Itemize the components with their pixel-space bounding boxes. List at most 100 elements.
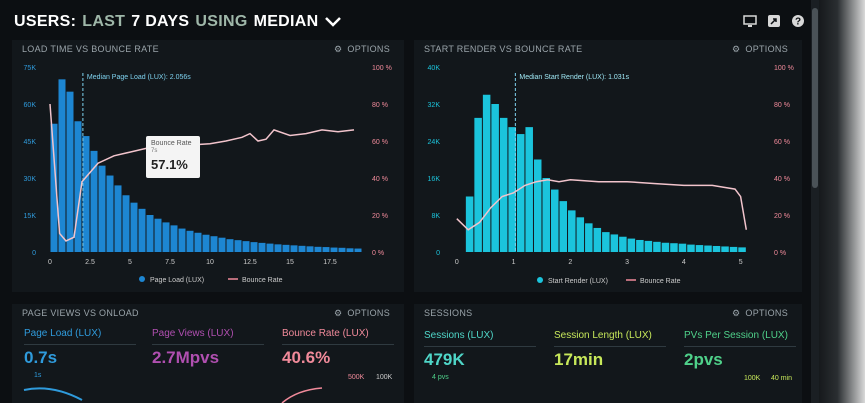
x-tick-label: 7.5: [165, 259, 175, 266]
scrollbar-track[interactable]: [811, 0, 819, 403]
y-tick-label: 32K: [428, 102, 441, 109]
y2-tick-label: 80 %: [372, 102, 388, 109]
x-tick-label: 12.5: [243, 259, 257, 266]
bar: [338, 247, 346, 252]
y-tick-label: 60K: [24, 102, 37, 109]
y-tick-label: 16K: [428, 176, 441, 183]
stat-value-pvs-per-session: 2pvs: [684, 350, 723, 369]
bar: [576, 217, 585, 252]
y2-tick-label: 40 %: [774, 176, 790, 183]
bar: [636, 239, 644, 252]
x-tick-label: 3: [625, 259, 629, 266]
panel-title: LOAD TIME VS BOUNCE RATE: [22, 44, 159, 54]
header-metric-select[interactable]: MEDIAN: [253, 13, 319, 30]
bar: [499, 117, 508, 252]
mini-sparkline: [23, 387, 323, 403]
bar: [154, 218, 162, 252]
bar: [593, 227, 602, 252]
bar: [465, 196, 474, 252]
header-range-select[interactable]: 7 DAYS: [131, 13, 190, 30]
stat-value-sessions: 479K: [424, 350, 465, 369]
options-label: OPTIONS: [347, 44, 390, 54]
bar: [704, 245, 712, 252]
x-tick-label: 15: [286, 259, 294, 266]
page-header: USERS: LAST 7 DAYS USING MEDIAN: [14, 10, 342, 34]
x-tick-label: 2.5: [85, 259, 95, 266]
bar: [106, 175, 114, 252]
bar: [610, 234, 619, 252]
bar: [258, 242, 266, 252]
y2-tick-label: 20 %: [774, 213, 790, 220]
bar: [74, 121, 82, 253]
mini-axis-label: 100K: [376, 374, 393, 381]
y2-tick-label: 20 %: [372, 213, 388, 220]
bar: [627, 238, 636, 252]
y2-tick-label: 100 %: [372, 65, 392, 72]
bar: [508, 127, 516, 252]
bar: [58, 79, 66, 252]
options-button[interactable]: ⚙ OPTIONS: [334, 44, 390, 55]
bar: [568, 210, 576, 252]
bar: [322, 247, 330, 252]
divider: [554, 346, 666, 347]
bar: [585, 223, 593, 252]
divider: [152, 344, 264, 345]
y2-tick-label: 40 %: [372, 176, 388, 183]
x-tick-label: 5: [739, 259, 743, 266]
x-tick-label: 17.5: [323, 259, 337, 266]
bar: [242, 241, 250, 252]
median-label: Median Start Render (LUX): 1.031s: [519, 74, 629, 81]
stat-label-sessions: Sessions (LUX): [424, 330, 494, 341]
monitor-icon[interactable]: [743, 14, 757, 28]
stat-label-pvs-per-session: PVs Per Session (LUX): [684, 330, 788, 341]
header-title-last: LAST: [82, 13, 126, 30]
stat-value-page-load: 0.7s: [24, 348, 58, 367]
bar: [602, 232, 610, 252]
legend-label: Bounce Rate: [242, 277, 283, 284]
options-label: OPTIONS: [347, 308, 390, 318]
y2-tick-label: 0 %: [372, 250, 384, 257]
bar: [346, 248, 354, 252]
load-time-panel: LOAD TIME VS BOUNCE RATE ⚙ OPTIONS 0 15K 30…: [12, 40, 404, 292]
y2-tick-label: 100 %: [774, 65, 794, 72]
bar: [354, 248, 362, 252]
y-tick-label: 30K: [24, 176, 37, 183]
bar: [266, 243, 274, 252]
share-icon[interactable]: [767, 14, 781, 28]
options-button[interactable]: ⚙ OPTIONS: [732, 308, 788, 319]
panel-title: PAGE VIEWS VS ONLOAD: [22, 308, 139, 318]
options-label: OPTIONS: [745, 44, 788, 54]
bar: [738, 247, 746, 252]
bounce-rate-line: [456, 179, 748, 231]
options-button[interactable]: ⚙ OPTIONS: [334, 308, 390, 319]
bounce-rate-tooltip: Bounce Rate 7s 57.1%: [146, 136, 200, 178]
stat-value-bounce-rate: 40.6%: [282, 348, 331, 367]
y2-tick-label: 60 %: [372, 139, 388, 146]
bar: [146, 215, 154, 252]
y2-tick-label: 80 %: [774, 102, 790, 109]
options-button[interactable]: ⚙ OPTIONS: [732, 44, 788, 55]
x-tick-label: 1: [512, 259, 516, 266]
stat-label-page-load: Page Load (LUX): [24, 328, 102, 339]
bar: [482, 94, 491, 252]
bar: [274, 244, 282, 252]
help-icon[interactable]: ?: [791, 14, 805, 28]
svg-text:?: ?: [795, 17, 801, 28]
legend-label: Bounce Rate: [640, 278, 681, 285]
bar: [559, 201, 568, 252]
divider: [24, 344, 136, 345]
scrollbar-thumb[interactable]: [812, 8, 818, 188]
bar: [306, 246, 314, 252]
bar: [474, 117, 482, 252]
legend-swatch: [139, 276, 145, 282]
y-tick-label: 15K: [24, 213, 37, 220]
bar: [114, 185, 122, 252]
bar: [194, 232, 202, 252]
bar: [661, 242, 670, 252]
y-tick-label: 75K: [24, 65, 37, 72]
bar: [687, 244, 695, 252]
chevron-down-icon[interactable]: [324, 16, 342, 28]
bar: [50, 123, 58, 252]
load-time-chart: 0 15K 30K 45K 60K 75K 0 % 20 % 40 % 60 % 80 % 100 %…: [24, 65, 392, 284]
bar: [138, 208, 146, 252]
